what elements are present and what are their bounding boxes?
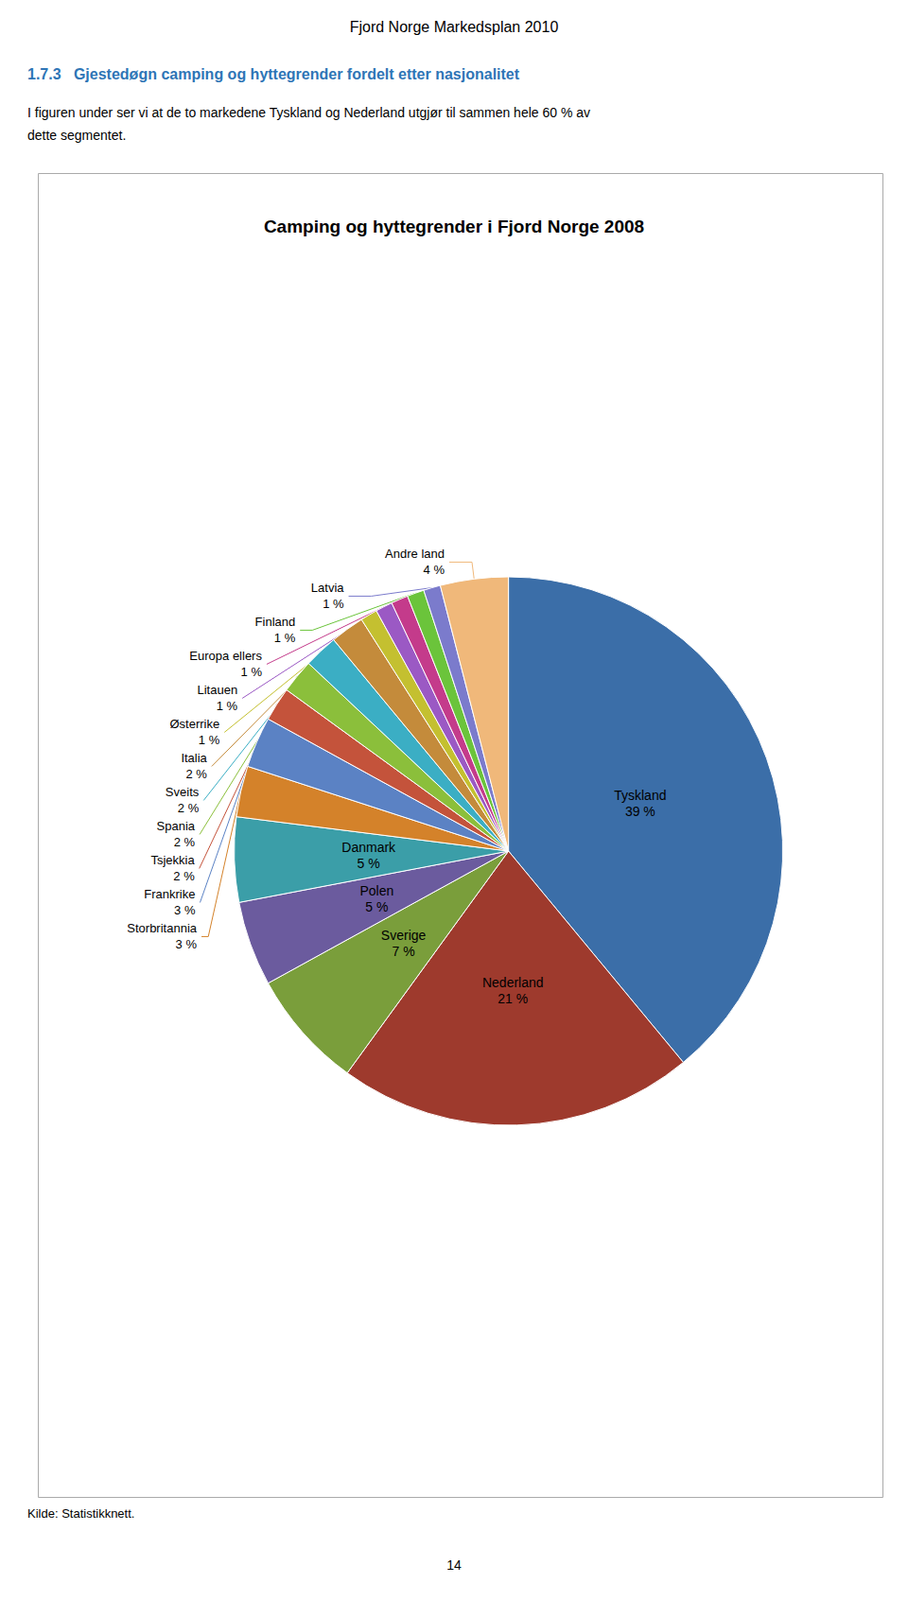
svg-text:Polen: Polen xyxy=(359,883,394,899)
svg-text:1 %: 1 % xyxy=(241,664,263,680)
svg-text:Tsjekkia: Tsjekkia xyxy=(150,853,195,868)
svg-text:1.7.3 Gjestedøgn camping og: 1.7.3 Gjestedøgn camping og hyttegrender… xyxy=(27,66,521,83)
svg-text:Sverige: Sverige xyxy=(381,927,427,943)
svg-text:4 %: 4 % xyxy=(423,562,446,577)
svg-text:5 %: 5 % xyxy=(357,855,381,872)
svg-text:2 %: 2 % xyxy=(173,869,195,884)
svg-text:Latvia: Latvia xyxy=(311,580,345,595)
svg-text:Camping og hyttegrender i Fjor: Camping og hyttegrender i Fjord Norge 20… xyxy=(263,216,645,237)
svg-text:2 %: 2 % xyxy=(177,801,200,816)
svg-text:14: 14 xyxy=(446,1557,462,1573)
svg-text:Fjord Norge Markedsplan 2010: Fjord Norge Markedsplan 2010 xyxy=(349,18,559,35)
svg-text:Spania: Spania xyxy=(157,819,196,834)
svg-text:Frankrike: Frankrike xyxy=(143,887,195,902)
svg-text:1 %: 1 % xyxy=(216,698,239,714)
svg-text:Nederland: Nederland xyxy=(482,975,544,991)
svg-text:dette segmentet.: dette segmentet. xyxy=(27,127,126,143)
svg-text:2 %: 2 % xyxy=(174,835,196,850)
svg-text:5 %: 5 % xyxy=(365,899,388,915)
svg-text:3 %: 3 % xyxy=(175,937,198,952)
svg-text:I figuren under ser vi at de t: I figuren under ser vi at de to markeden… xyxy=(27,104,591,121)
svg-text:1 %: 1 % xyxy=(322,596,345,612)
svg-text:7 %: 7 % xyxy=(392,943,416,960)
svg-text:Storbritannia: Storbritannia xyxy=(126,921,197,936)
svg-text:21 %: 21 % xyxy=(497,991,528,1007)
svg-text:Litauen: Litauen xyxy=(197,682,239,698)
svg-text:1 %: 1 % xyxy=(198,733,221,748)
svg-text:Finland: Finland xyxy=(255,614,297,629)
svg-text:Danmark: Danmark xyxy=(341,839,397,856)
svg-text:1 %: 1 % xyxy=(274,630,297,646)
svg-text:Østerrike: Østerrike xyxy=(170,716,221,732)
svg-text:39 %: 39 % xyxy=(625,803,656,820)
svg-text:Kilde: Statistikknett.: Kilde: Statistikknett. xyxy=(27,1506,135,1521)
svg-text:Italia: Italia xyxy=(180,750,208,766)
svg-text:Andre land: Andre land xyxy=(384,546,445,561)
svg-text:Europa ellers: Europa ellers xyxy=(189,648,262,664)
svg-text:3 %: 3 % xyxy=(174,903,196,918)
svg-text:Tyskland: Tyskland xyxy=(613,787,666,804)
svg-text:2 %: 2 % xyxy=(185,767,208,782)
svg-text:Sveits: Sveits xyxy=(165,785,200,800)
